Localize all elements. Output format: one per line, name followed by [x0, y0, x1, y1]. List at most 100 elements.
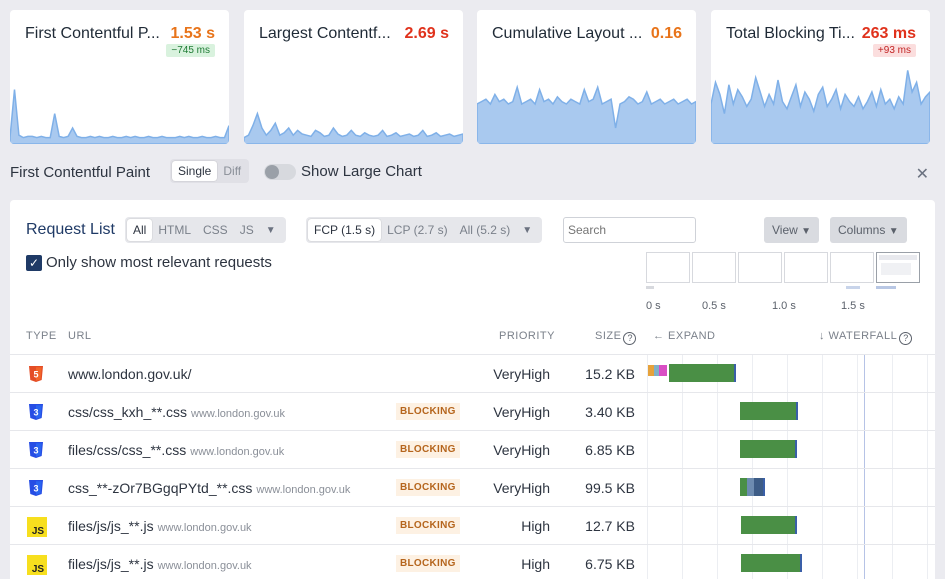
waterfall-bar[interactable]: [669, 364, 736, 382]
filter-js[interactable]: JS: [239, 223, 254, 237]
metric-sparkline: [244, 111, 463, 144]
request-url[interactable]: files/css/css_**.css www.london.gov.uk: [68, 442, 284, 458]
type-filter: All HTML CSS JS ▼: [125, 217, 286, 243]
filmstrip-frame[interactable]: [692, 252, 736, 283]
request-url[interactable]: css/css_kxh_**.css www.london.gov.uk: [68, 404, 285, 420]
help-icon[interactable]: ?: [899, 332, 913, 345]
request-host: www.london.gov.uk: [157, 560, 252, 572]
metric-title: Largest Contentf...: [259, 25, 391, 42]
js-file-icon: JS: [27, 517, 47, 537]
columns-button-label: Columns: [838, 223, 886, 237]
table-row[interactable]: JS files/js/js_**.js www.london.gov.uk BLOC…: [10, 506, 935, 544]
filmstrip-frame[interactable]: [738, 252, 782, 283]
waterfall-bar[interactable]: [741, 516, 797, 534]
grid-line: [752, 355, 753, 579]
chevron-down-icon[interactable]: ▼: [265, 224, 276, 236]
filmstrip-frame-selected[interactable]: [876, 252, 920, 283]
request-url[interactable]: www.london.gov.uk/: [68, 366, 191, 382]
view-button[interactable]: View ▼: [764, 217, 820, 243]
metric-sparkline: [477, 84, 696, 144]
request-url[interactable]: css_**-zOr7BGgqPYtd_**.css www.london.gov…: [68, 480, 350, 496]
grid-line: [787, 355, 788, 579]
relevant-checkbox[interactable]: ✓: [26, 255, 42, 271]
filter-all[interactable]: All: [127, 219, 153, 241]
table-row[interactable]: JS files/js/js_**.js www.london.gov.uk BLOC…: [10, 544, 935, 579]
help-icon[interactable]: ?: [623, 332, 637, 345]
filter-lcp[interactable]: LCP (2.7 s): [387, 223, 448, 237]
waterfall-bar[interactable]: [739, 402, 799, 420]
filter-fcp[interactable]: FCP (1.5 s): [308, 219, 382, 241]
table-row[interactable]: 3 css_**-zOr7BGgqPYtd_**.css www.london.go…: [10, 468, 935, 506]
request-url-path: css_**-zOr7BGgqPYtd_**.css: [68, 480, 253, 496]
grid-line: [647, 355, 648, 579]
large-chart-toggle-label[interactable]: Show Large Chart: [301, 163, 422, 180]
grid-line: [927, 355, 928, 579]
request-host: www.london.gov.uk: [190, 446, 285, 458]
svg-text:JS: JS: [32, 564, 45, 575]
filter-css[interactable]: CSS: [203, 223, 228, 237]
request-priority: VeryHigh: [493, 442, 550, 458]
request-size: 12.7 KB: [585, 518, 635, 534]
request-priority: VeryHigh: [493, 480, 550, 496]
filmstrip-frame[interactable]: [830, 252, 874, 283]
sparkline-area: [477, 84, 696, 144]
filmstrip-frame[interactable]: [646, 252, 690, 283]
search-input[interactable]: [563, 217, 696, 243]
metric-card[interactable]: Total Blocking Ti... 263 ms +93 ms: [711, 10, 930, 144]
columns-button[interactable]: Columns ▼: [830, 217, 907, 243]
waterfall-bar[interactable]: [739, 440, 797, 458]
axis-tick: 1.5 s: [841, 300, 865, 312]
request-url-path: files/js/js_**.js: [68, 518, 154, 534]
header-url[interactable]: URL: [68, 330, 92, 342]
metric-card[interactable]: Largest Contentf... 2.69 s: [244, 10, 463, 144]
request-host: www.london.gov.uk: [191, 408, 286, 420]
css-file-icon: 3: [27, 403, 45, 421]
table-row[interactable]: 3 files/css/css_**.css www.london.gov.uk BL…: [10, 430, 935, 468]
table-row[interactable]: 3 css/css_kxh_**.css www.london.gov.uk BLOC…: [10, 392, 935, 430]
filmstrip-frame[interactable]: [784, 252, 828, 283]
metric-label: First Contentful Paint: [10, 164, 151, 181]
mode-diff-button[interactable]: Diff: [223, 164, 242, 178]
metric-card[interactable]: Cumulative Layout ... 0.16: [477, 10, 696, 144]
waterfall-bar[interactable]: [741, 554, 803, 572]
grid-line: [717, 355, 718, 579]
blocking-badge: BLOCKING: [396, 441, 460, 458]
blocking-badge: BLOCKING: [396, 479, 460, 496]
chevron-down-icon[interactable]: ▼: [522, 224, 533, 236]
metric-value: 2.69 s: [404, 25, 449, 42]
waterfall-segment: [648, 365, 654, 376]
request-url-path: css/css_kxh_**.css: [68, 404, 188, 420]
filter-all-time[interactable]: All (5.2 s): [459, 223, 511, 237]
relevant-checkbox-label[interactable]: Only show most relevant requests: [46, 254, 272, 271]
header-size[interactable]: SIZE?: [595, 330, 637, 345]
metric-value: 1.53 s: [170, 25, 215, 42]
svg-text:3: 3: [33, 446, 38, 456]
expand-button[interactable]: ← EXPAND: [653, 330, 716, 342]
request-size: 6.85 KB: [585, 442, 635, 458]
request-url[interactable]: files/js/js_**.js www.london.gov.uk: [68, 556, 252, 572]
mode-single-button[interactable]: Single: [172, 161, 218, 181]
waterfall-bar[interactable]: [739, 478, 765, 496]
request-priority: VeryHigh: [493, 366, 550, 382]
svg-text:5: 5: [33, 370, 38, 380]
waterfall-segment: [654, 365, 659, 376]
filter-html[interactable]: HTML: [158, 223, 192, 237]
metric-sparkline: [711, 70, 930, 144]
js-file-icon: JS: [27, 555, 47, 575]
close-icon[interactable]: ✕: [915, 166, 929, 183]
metric-sparkline: [10, 89, 229, 144]
metric-title: Cumulative Layout ...: [492, 25, 643, 42]
metric-value: 0.16: [650, 25, 682, 42]
request-host: www.london.gov.uk: [157, 522, 252, 534]
header-waterfall[interactable]: ↓ WATERFALL?: [819, 330, 913, 345]
waterfall-segment: [659, 365, 667, 376]
css-file-icon: 3: [27, 441, 45, 459]
request-url[interactable]: files/js/js_**.js www.london.gov.uk: [68, 518, 252, 534]
waterfall-grid: [647, 355, 935, 579]
large-chart-toggle[interactable]: [264, 164, 296, 180]
header-priority[interactable]: PRIORITY: [499, 330, 555, 342]
toggle-knob: [265, 165, 279, 179]
table-row[interactable]: 5 www.london.gov.uk/VeryHigh 15.2 KB: [10, 354, 935, 392]
metric-card[interactable]: First Contentful P... 1.53 s −745 ms: [10, 10, 229, 144]
axis-tick: 1.0 s: [772, 300, 796, 312]
